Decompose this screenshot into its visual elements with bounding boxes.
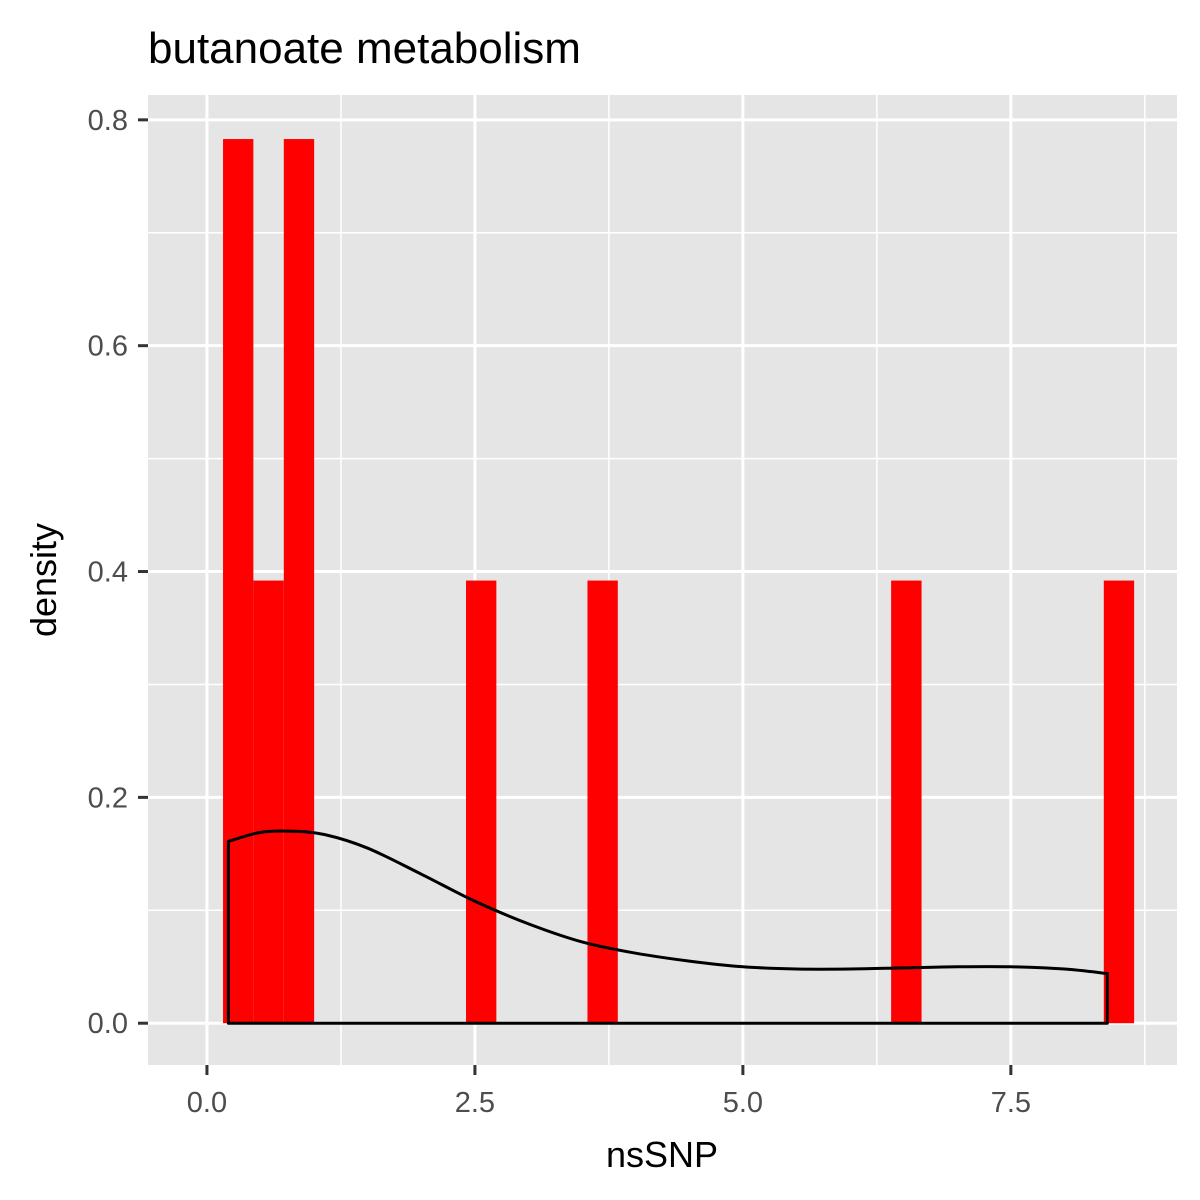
histogram-bar xyxy=(466,580,497,1024)
y-tick-label: 0.6 xyxy=(88,331,128,363)
y-tick-label: 0.8 xyxy=(88,105,128,137)
histogram-bar xyxy=(587,580,618,1024)
histogram-bar xyxy=(891,580,922,1024)
chart-title: butanoate metabolism xyxy=(148,24,581,73)
y-tick-label: 0.4 xyxy=(88,557,128,589)
x-tick-label: 5.0 xyxy=(723,1087,763,1119)
density-curve xyxy=(226,829,1109,1025)
x-tick-label: 0.0 xyxy=(187,1087,227,1119)
x-tick-label: 2.5 xyxy=(455,1087,495,1119)
y-axis: 0.0 0.2 0.4 0.6 0.8 xyxy=(88,105,148,1040)
histogram-bar xyxy=(283,139,315,1024)
x-axis: 0.0 2.5 5.0 7.5 xyxy=(187,1065,1031,1119)
histogram-bar xyxy=(1103,580,1135,1024)
x-tick-label: 7.5 xyxy=(991,1087,1031,1119)
plot-panel xyxy=(148,95,1177,1065)
y-tick-label: 0.0 xyxy=(88,1008,128,1040)
x-axis-title: nsSNP xyxy=(606,1134,718,1175)
y-axis-title: density xyxy=(23,523,64,637)
grid-minor xyxy=(148,95,1177,1065)
histogram-bars xyxy=(223,139,1135,1024)
y-tick-label: 0.2 xyxy=(88,782,128,814)
histogram-bar xyxy=(253,580,284,1024)
